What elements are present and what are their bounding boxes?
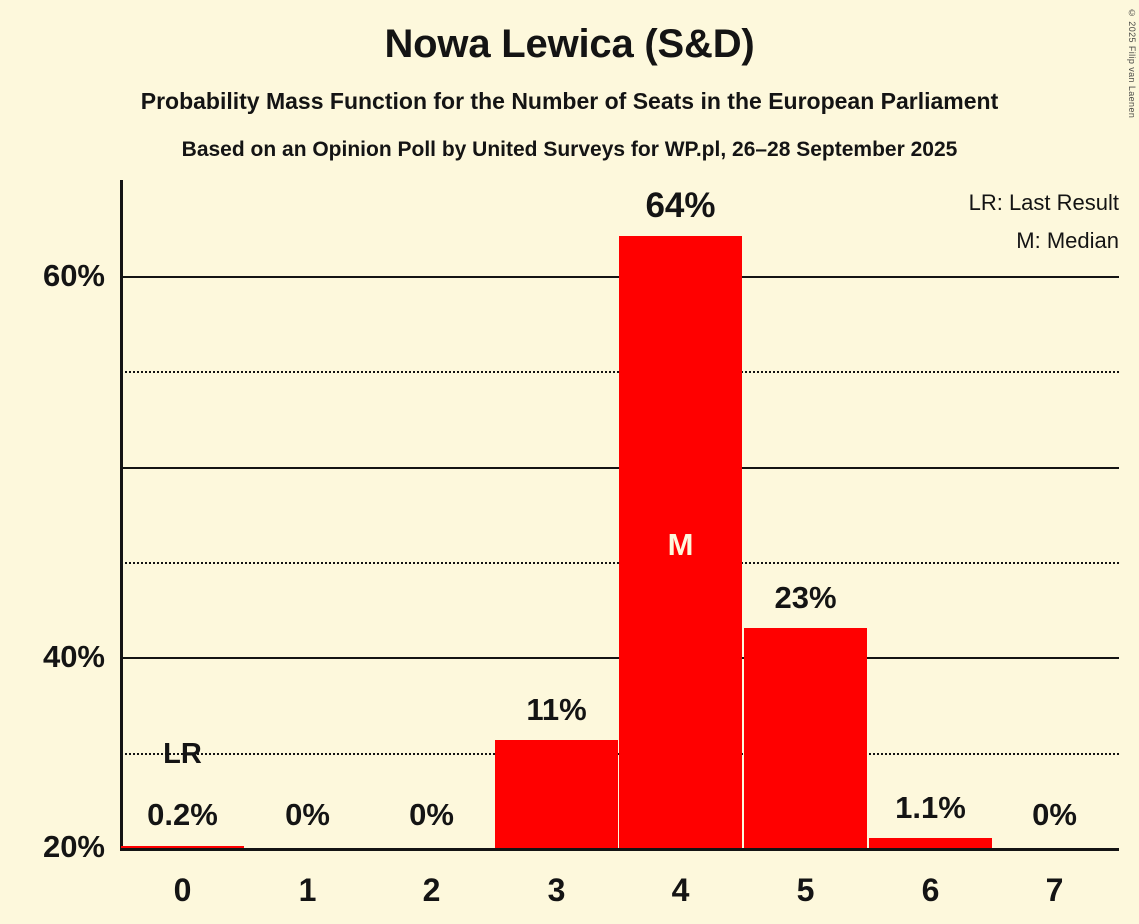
- bar-value-label-seat-4: 64%: [645, 186, 716, 225]
- plot-area: 0.2% 0% 0% 11% 64% 23% 1.1% 0% LR M 0 1 …: [120, 180, 1119, 908]
- x-tick-label-3: 3: [547, 872, 566, 908]
- bar-seat-4[interactable]: [619, 236, 742, 848]
- bar-value-label-seat-1: 0%: [285, 797, 330, 832]
- chart-legend: LR: Last Result M: Median: [969, 184, 1119, 260]
- page-title: Nowa Lewica (S&D): [384, 22, 755, 66]
- x-tick-label-1: 1: [298, 872, 317, 908]
- bar-value-label-seat-3: 11%: [526, 692, 587, 727]
- x-tick-label-4: 4: [671, 872, 690, 908]
- bar-value-label-seat-6: 1.1%: [895, 790, 966, 825]
- x-tick-label-2: 2: [422, 872, 441, 908]
- y-axis-labels: 60% 40% 20%: [0, 180, 110, 864]
- bar-seat-5[interactable]: [744, 628, 867, 848]
- bar-value-label-seat-7: 0%: [1032, 797, 1077, 832]
- median-marker: M: [667, 527, 694, 562]
- x-tick-label-7: 7: [1045, 872, 1064, 908]
- bar-seat-6[interactable]: [869, 838, 992, 848]
- chart-subtitle: Probability Mass Function for the Number…: [140, 88, 999, 114]
- last-result-marker: LR: [163, 738, 202, 770]
- bar-value-label-seat-0: 0.2%: [147, 797, 218, 832]
- x-axis-line: [120, 848, 1119, 851]
- legend-item-median: M: Median: [1016, 228, 1119, 253]
- x-tick-label-0: 0: [173, 872, 192, 908]
- copyright-notice: © 2025 Filip van Laenen: [1127, 8, 1137, 119]
- bar-seat-3[interactable]: [495, 740, 618, 848]
- bar-value-label-seat-2: 0%: [409, 797, 454, 832]
- chart-source-subtitle: Based on an Opinion Poll by United Surve…: [181, 138, 958, 161]
- y-tick-label-60: 60%: [42, 258, 105, 293]
- bar-value-label-seat-5: 23%: [774, 580, 837, 615]
- y-axis-line: [120, 180, 123, 848]
- bar-seat-0[interactable]: [121, 846, 244, 848]
- x-tick-label-6: 6: [921, 872, 940, 908]
- y-tick-label-20: 20%: [42, 829, 105, 864]
- legend-item-last-result: LR: Last Result: [968, 190, 1119, 215]
- x-tick-label-5: 5: [796, 872, 815, 908]
- y-tick-label-40: 40%: [42, 639, 105, 674]
